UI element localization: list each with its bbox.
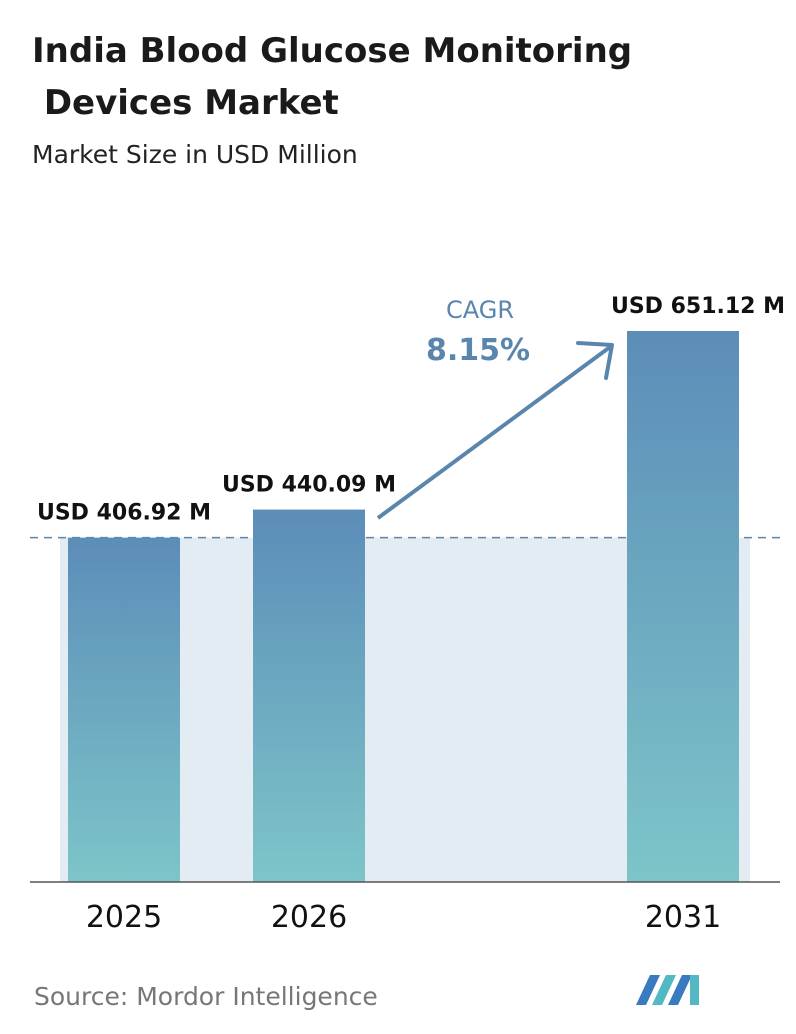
cagr-arrow bbox=[376, 345, 612, 520]
bar bbox=[68, 537, 180, 882]
plot-area: USD 406.92 M 2025 USD 440.09 M 2026 USD 651.… bbox=[30, 294, 785, 935]
cagr-arrowhead bbox=[576, 341, 614, 380]
x-tick-label: 2031 bbox=[645, 900, 721, 935]
value-label: USD 440.09 M bbox=[222, 473, 396, 498]
value-label: USD 406.92 M bbox=[37, 501, 211, 526]
bar bbox=[253, 509, 365, 882]
cagr-value: 8.15% bbox=[426, 333, 530, 368]
bar bbox=[627, 331, 739, 882]
x-tick-label: 2025 bbox=[86, 900, 162, 935]
x-tick-label: 2026 bbox=[271, 900, 347, 935]
cagr-label: CAGR bbox=[446, 296, 514, 324]
value-label: USD 651.12 M bbox=[611, 294, 785, 319]
logo bbox=[636, 975, 699, 1005]
chart-subtitle: Market Size in USD Million bbox=[32, 140, 358, 169]
chart-title: India Blood Glucose Monitoring Devices M… bbox=[32, 31, 632, 123]
source: Source: Mordor Intelligence bbox=[34, 982, 378, 1011]
